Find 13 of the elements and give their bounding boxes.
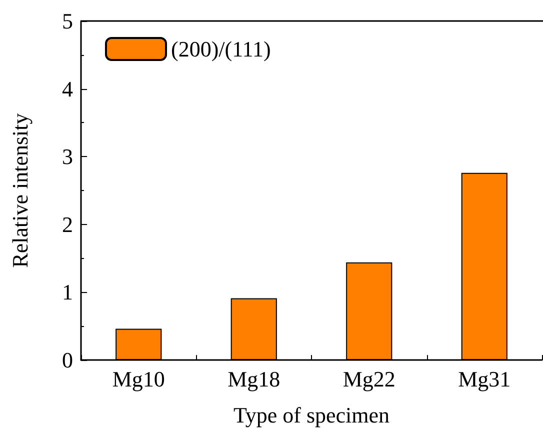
y-tick-label: 3 [62,144,73,170]
x-axis-title: Type of specimen [233,402,390,428]
x-tick-label: Mg10 [112,366,165,392]
y-tick-label: 2 [62,212,73,237]
x-tick-label: Mg22 [342,366,396,392]
y-tick-label: 5 [62,8,73,34]
y-axis-title: Relative intensity [8,113,32,268]
y-tick-label: 1 [62,280,73,305]
x-tick-label: Mg31 [458,366,511,392]
y-tick-label: 4 [62,76,73,102]
legend-label: (200)/(111) [171,36,271,62]
x-tick-label: Mg18 [228,366,280,392]
y-tick-label: 0 [62,348,73,372]
